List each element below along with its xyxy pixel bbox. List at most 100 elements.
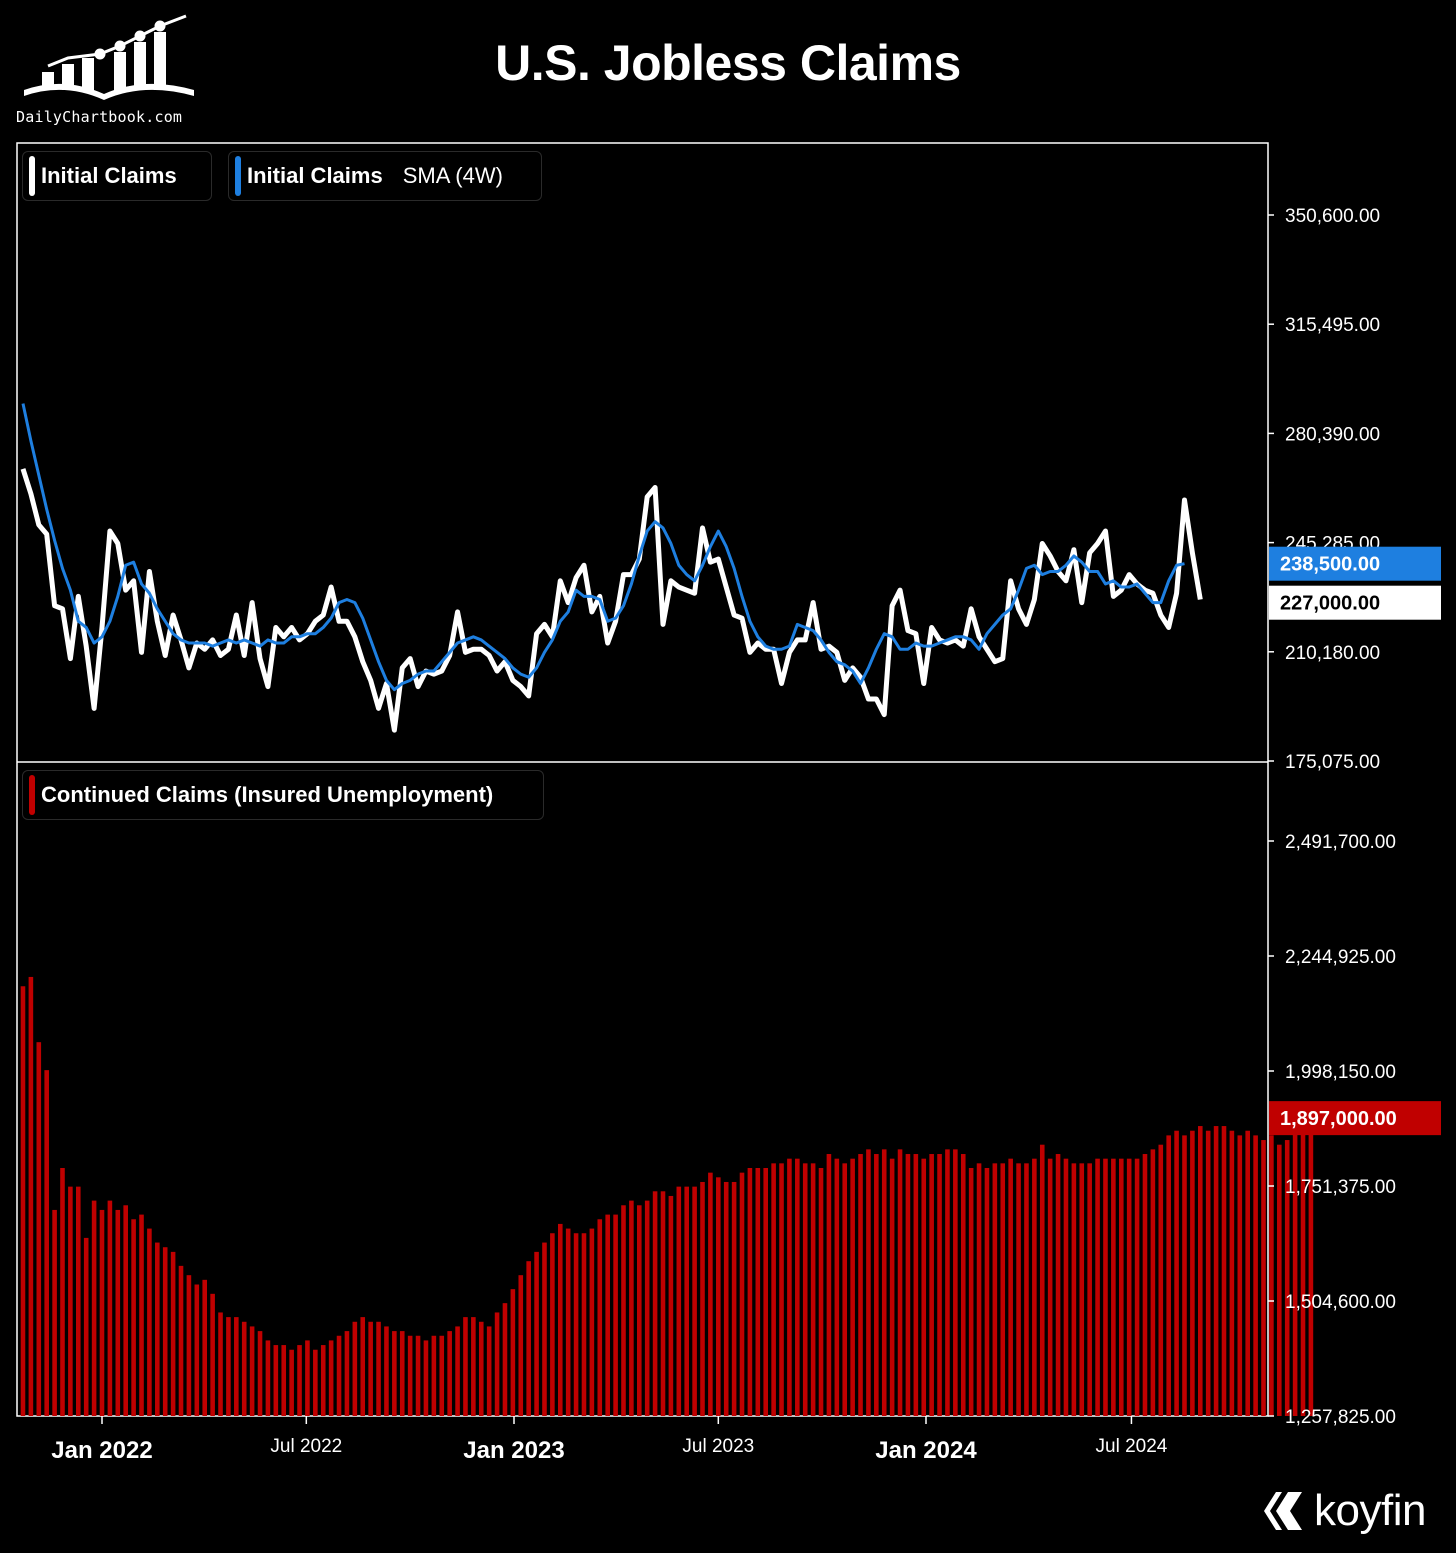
continued-claims-bar xyxy=(1047,1158,1053,1416)
initial-last-value-text: 227,000.00 xyxy=(1280,593,1380,615)
legend-continued-claims[interactable]: Continued Claims (Insured Unemployment) xyxy=(22,770,544,820)
continued-claims-bar xyxy=(534,1251,539,1416)
continued-claims-bar xyxy=(249,1326,255,1416)
continued-claims-bar xyxy=(913,1154,919,1416)
continued-claims-bar xyxy=(1126,1158,1132,1416)
continued-claims-bar xyxy=(731,1181,737,1416)
brand-label: DailyChartbook.com xyxy=(16,108,183,126)
continued-claims-bar xyxy=(1150,1149,1156,1416)
continued-claims-bar xyxy=(1087,1163,1092,1416)
continued-claims-bar xyxy=(241,1321,247,1416)
continued-claims-bar xyxy=(471,1317,476,1416)
continued-claims-bar xyxy=(692,1186,697,1416)
continued-claims-bar xyxy=(155,1242,160,1416)
continued-claims-bar xyxy=(779,1163,784,1416)
continued-claims-bar xyxy=(984,1168,990,1416)
continued-claims-bar xyxy=(170,1251,176,1416)
continued-claims-bar xyxy=(1032,1158,1037,1416)
x-tick-label: Jan 2022 xyxy=(51,1437,152,1464)
continued-claims-bar xyxy=(1079,1163,1085,1416)
continued-claims-bar xyxy=(265,1340,271,1416)
continued-claims-bar xyxy=(1142,1154,1148,1416)
continued-claims-bar xyxy=(1205,1130,1211,1416)
continued-claims-bar xyxy=(960,1154,966,1416)
continued-claims-bar xyxy=(1118,1158,1124,1416)
legend-initial-claims[interactable]: Initial Claims xyxy=(22,151,212,201)
continued-claims-bar xyxy=(305,1340,310,1416)
continued-claims-bar xyxy=(929,1154,934,1416)
continued-claims-bar xyxy=(210,1293,215,1416)
continued-claims-bar xyxy=(1039,1144,1045,1416)
continued-claims-bar xyxy=(147,1228,152,1416)
continued-claims-bar xyxy=(629,1200,634,1416)
continued-claims-bar xyxy=(313,1349,318,1416)
continued-claims-bar xyxy=(52,1209,57,1416)
dailychartbook-logo xyxy=(24,14,194,100)
continued-claims-bar xyxy=(123,1205,128,1416)
continued-claims-bar xyxy=(1253,1135,1258,1416)
continued-claims-bar xyxy=(1308,1118,1314,1416)
legend-sma-param: SMA (4W) xyxy=(402,163,503,188)
continued-claims-bar xyxy=(139,1214,144,1416)
continued-claims-bar xyxy=(415,1335,421,1416)
continued-claims-bar xyxy=(162,1247,168,1416)
continued-claims-bar xyxy=(716,1177,721,1416)
continued-claims-bar xyxy=(684,1186,689,1416)
continued-claims-bar xyxy=(897,1149,903,1416)
continued-claims-bar xyxy=(573,1233,579,1416)
continued-claims-bar xyxy=(194,1284,200,1416)
continued-claims-bar xyxy=(407,1335,413,1416)
continued-claims-bar xyxy=(526,1261,531,1416)
continued-claims-bar xyxy=(502,1303,508,1416)
continued-claims-bar xyxy=(992,1163,998,1416)
continued-claims-bar xyxy=(226,1317,231,1416)
continued-claims-bar xyxy=(186,1275,192,1416)
continued-claims-bar xyxy=(376,1321,381,1416)
initial-claims-line xyxy=(20,468,1203,733)
continued-claims-bar xyxy=(945,1149,950,1416)
continued-claims-bar xyxy=(234,1317,239,1416)
continued-claims-bar xyxy=(787,1158,792,1416)
continued-claims-bar xyxy=(660,1191,666,1416)
continued-claims-bar xyxy=(637,1205,642,1416)
continued-claims-bar xyxy=(494,1312,500,1416)
continued-claims-bar xyxy=(581,1233,587,1416)
x-tick-label: Jul 2024 xyxy=(1096,1436,1168,1457)
continued-claims-bar xyxy=(644,1200,650,1416)
continued-claims-bar xyxy=(455,1326,460,1416)
continued-y-tick-label: 2,491,700.00 xyxy=(1285,832,1396,853)
continued-claims-bar xyxy=(384,1326,389,1416)
legend-initial-claims-sma[interactable]: Initial Claims SMA (4W) xyxy=(228,151,542,201)
legend-swatch-sma xyxy=(235,156,241,196)
legend-continued-label: Continued Claims (Insured Unemployment) xyxy=(41,782,494,807)
continued-claims-bar xyxy=(1300,1126,1306,1416)
continued-claims-bar xyxy=(336,1335,342,1416)
continued-y-tick-label: 1,751,375.00 xyxy=(1285,1177,1396,1198)
continued-claims-bar xyxy=(83,1237,89,1416)
continued-last-value-text: 1,897,000.00 xyxy=(1280,1108,1397,1130)
continued-y-tick-label: 1,504,600.00 xyxy=(1285,1292,1396,1313)
legend-initial-label: Initial Claims xyxy=(41,163,177,188)
initial-y-tick-label: 280,390.00 xyxy=(1285,424,1380,445)
continued-claims-bar xyxy=(1182,1135,1187,1416)
continued-claims-bar xyxy=(747,1168,753,1416)
plot-frame xyxy=(16,142,1269,1417)
continued-claims-bar xyxy=(866,1149,871,1416)
continued-claims-bar xyxy=(818,1168,824,1416)
continued-claims-bar xyxy=(881,1149,887,1416)
x-tick-label: Jul 2023 xyxy=(682,1436,754,1457)
continued-claims-bar xyxy=(91,1200,97,1416)
continued-claims-bar xyxy=(1111,1158,1116,1416)
continued-claims-bar xyxy=(621,1205,626,1416)
continued-claims-bar xyxy=(1221,1126,1227,1416)
continued-claims-bar xyxy=(1158,1144,1164,1416)
continued-claims-bar xyxy=(842,1163,848,1416)
continued-claims-bar xyxy=(1024,1163,1029,1416)
continued-claims-bar xyxy=(423,1340,429,1416)
continued-claims-bar xyxy=(36,1042,42,1416)
continued-claims-bar xyxy=(1292,1130,1298,1416)
continued-claims-bar xyxy=(1174,1130,1179,1416)
continued-claims-bar xyxy=(1229,1130,1235,1416)
continued-claims-bar xyxy=(297,1345,302,1416)
